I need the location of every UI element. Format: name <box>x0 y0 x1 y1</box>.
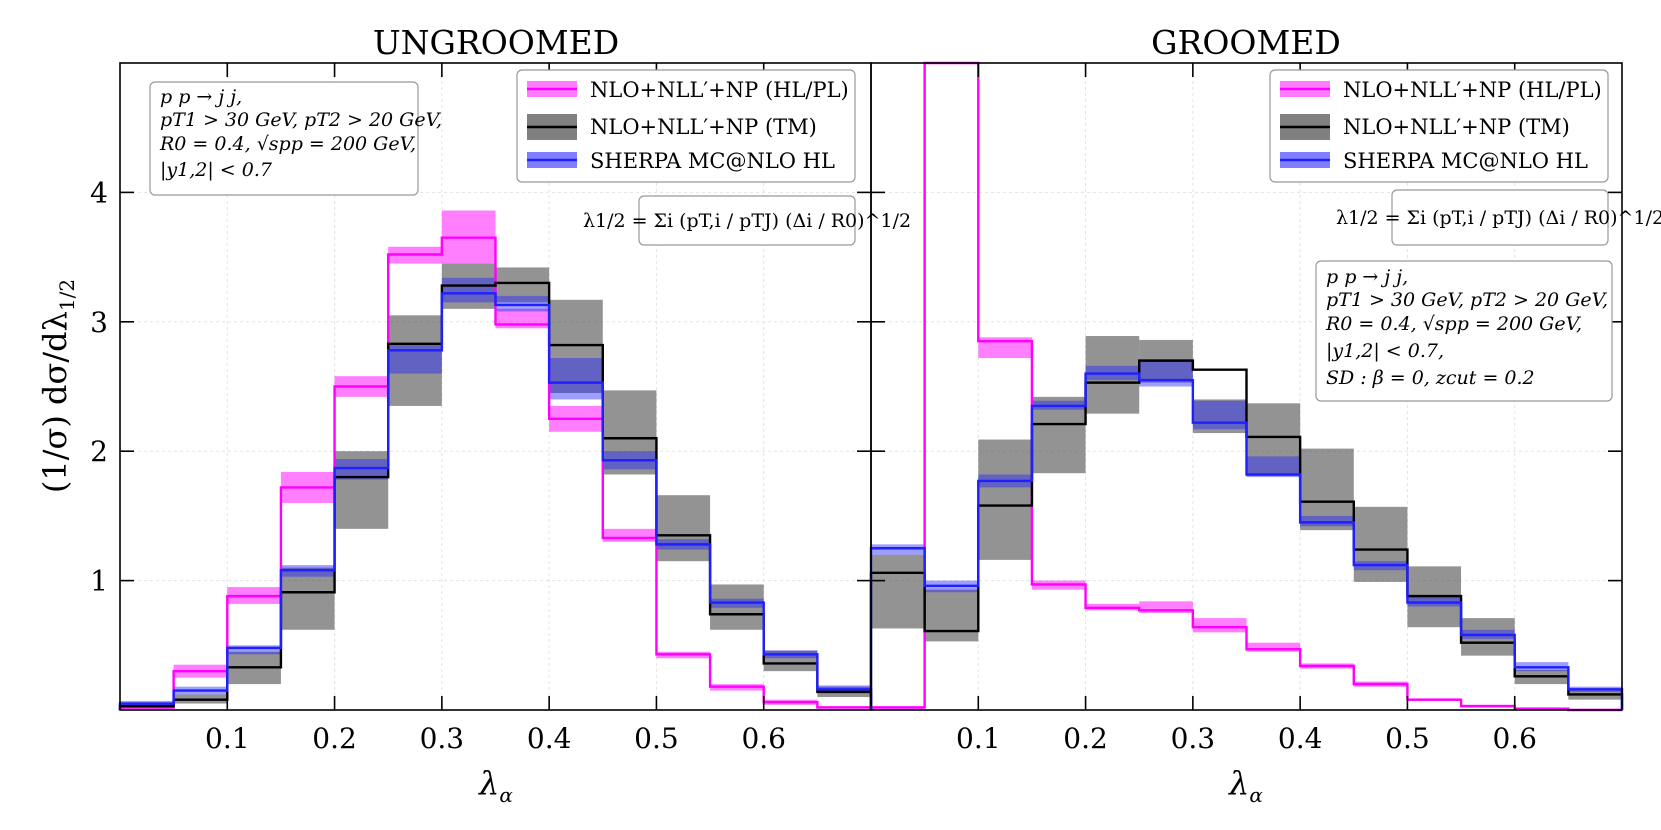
uncertainty-band-bin <box>1085 336 1140 414</box>
uncertainty-band-bin <box>441 277 496 303</box>
info-line: R0 = 0.4, √spp = 200 GeV, <box>1325 313 1582 335</box>
series-step-line <box>118 292 873 710</box>
legend-ungroomed: NLO+NLL′+NP (HL/PL) NLO+NLL′+NP (TM) SHE… <box>516 69 856 183</box>
uncertainty-band-bin <box>871 544 925 555</box>
legend-label: NLO+NLL′+NP (HL/PL) <box>590 78 849 102</box>
legend-label: NLO+NLL′+NP (HL/PL) <box>1343 78 1602 102</box>
y-tick-label: 3 <box>90 306 108 339</box>
uncertainty-band-bin <box>710 584 764 630</box>
uncertainty-band-bin <box>334 458 389 480</box>
axis-ticks: 0.1 0.2 0.3 0.4 0.5 0.6 1 2 3 4 0.1 0.2 0.3 0.4 0.5 0.6 <box>90 63 1622 755</box>
formula-text: λ1/2 = Σi (pT,i / pTJ) (Δi / R0)^1/2 <box>583 210 911 232</box>
uncertainty-band-bin <box>1353 506 1408 582</box>
uncertainty-band-bin <box>388 343 442 374</box>
x-tick-label: 0.3 <box>1171 722 1216 755</box>
legend-entry: NLO+NLL′+NP (HL/PL) <box>527 78 849 102</box>
x-tick-label: 0.2 <box>1063 722 1108 755</box>
uncertainty-band-bin <box>1246 456 1301 478</box>
uncertainty-band-bin <box>227 645 281 655</box>
legend-groomed: NLO+NLL′+NP (HL/PL) NLO+NLL′+NP (TM) SHE… <box>1269 69 1609 183</box>
uncertainty-band-bin <box>978 439 1032 560</box>
uncertainty-band-bin <box>495 267 550 303</box>
series-step-line <box>869 372 1624 710</box>
uncertainty-band-bin <box>602 528 657 542</box>
uncertainty-band-bin <box>388 315 442 406</box>
x-axis-label-ungroomed: λα <box>477 764 513 807</box>
info-line: pT1 > 30 GeV, pT2 > 20 GeV, <box>160 109 442 131</box>
uncertainty-band-bin <box>656 495 711 562</box>
info-line: pT1 > 30 GeV, pT2 > 20 GeV, <box>1326 289 1608 311</box>
info-line: |y1,2| < 0.7, <box>1326 340 1444 362</box>
legend-entry: SHERPA MC@NLO HL <box>527 149 835 173</box>
info-box-ungroomed: p p → j j, pT1 > 30 GeV, pT2 > 20 GeV, R… <box>149 81 442 196</box>
info-line: R0 = 0.4, √spp = 200 GeV, <box>159 133 416 155</box>
uncertainty-band-bin <box>1139 359 1193 387</box>
uncertainty-band-bin <box>549 299 603 393</box>
legend-entry: NLO+NLL′+NP (TM) <box>1280 114 1570 140</box>
x-tick-label: 0.6 <box>741 722 786 755</box>
legend-entry: NLO+NLL′+NP (TM) <box>527 114 817 140</box>
uncertainty-band-bin <box>549 358 603 400</box>
legend-label: SHERPA MC@NLO HL <box>1343 149 1588 173</box>
series-step-line <box>869 61 1622 712</box>
uncertainty-band-bin <box>978 337 1032 359</box>
x-tick-label: 0.5 <box>1385 722 1430 755</box>
uncertainty-band-bin <box>495 295 550 312</box>
uncertainty-band-bin <box>1246 403 1301 476</box>
x-tick-label: 0.1 <box>205 722 250 755</box>
formula-box-groomed: λ1/2 = Σi (pT,i / pTJ) (Δi / R0)^1/2 <box>1336 189 1661 246</box>
legend-label: NLO+NLL′+NP (TM) <box>590 115 817 139</box>
x-tick-label: 0.5 <box>634 722 679 755</box>
legend-label: SHERPA MC@NLO HL <box>590 149 835 173</box>
x-tick-label: 0.6 <box>1492 722 1537 755</box>
x-tick-label: 0.3 <box>420 722 465 755</box>
uncertainty-band-bin <box>871 554 925 629</box>
info-line: p p → j j, <box>160 86 242 108</box>
x-tick-label: 0.1 <box>956 722 1001 755</box>
formula-text: λ1/2 = Σi (pT,i / pTJ) (Δi / R0)^1/2 <box>1336 207 1661 229</box>
panel-title-groomed: GROOMED <box>1151 23 1341 62</box>
uncertainty-band-bin <box>334 451 389 529</box>
x-axis-label-groomed: λα <box>1227 764 1263 807</box>
legend-entry: SHERPA MC@NLO HL <box>1280 149 1588 173</box>
histogram-lines <box>118 61 1624 712</box>
info-line: SD : β = 0, zcut = 0.2 <box>1326 367 1535 389</box>
uncertainty-band-bin <box>1031 396 1086 474</box>
formula-box-ungroomed: λ1/2 = Σi (pT,i / pTJ) (Δi / R0)^1/2 <box>583 195 911 246</box>
x-tick-label: 0.4 <box>527 722 572 755</box>
uncertainty-band-bin <box>924 589 979 642</box>
y-tick-label: 1 <box>90 565 108 598</box>
uncertainty-band-bin <box>1139 601 1193 613</box>
uncertainty-band-bin <box>763 650 818 672</box>
uncertainty-band-bin <box>1461 618 1515 656</box>
x-tick-label: 0.4 <box>1278 722 1323 755</box>
panel-frame-groomed <box>870 62 1623 711</box>
uncertainty-band-bin <box>1192 399 1247 434</box>
uncertainty-band-bin <box>1300 515 1354 527</box>
uncertainty-band-bin <box>280 567 335 630</box>
uncertainty-band-bin <box>1300 448 1354 531</box>
series-step-line <box>118 236 873 710</box>
y-tick-label: 2 <box>90 435 108 468</box>
info-box-groomed: p p → j j, pT1 > 30 GeV, pT2 > 20 GeV, R… <box>1315 260 1613 402</box>
x-tick-label: 0.2 <box>312 722 357 755</box>
info-line: |y1,2| < 0.7 <box>160 159 273 181</box>
legend-label: NLO+NLL′+NP (TM) <box>1343 115 1570 139</box>
y-tick-label: 4 <box>90 176 108 209</box>
legend-entry: NLO+NLL′+NP (HL/PL) <box>1280 78 1602 102</box>
info-line: p p → j j, <box>1326 266 1408 288</box>
uncertainty-band-bin <box>1192 400 1247 430</box>
y-axis-label: (1/σ) dσ/dλ1/2 <box>36 279 79 493</box>
uncertainty-band-bin <box>1246 642 1301 652</box>
panel-title-ungroomed: UNGROOMED <box>373 23 619 62</box>
uncertainty-band-bin <box>1192 618 1247 633</box>
